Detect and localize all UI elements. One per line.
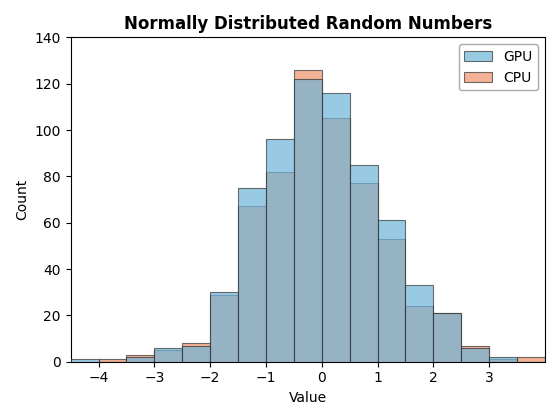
Bar <box>127 357 155 362</box>
Bar <box>322 93 349 362</box>
Bar <box>182 346 210 362</box>
Bar <box>155 350 182 362</box>
Bar <box>349 183 377 362</box>
Bar <box>210 294 238 362</box>
Bar <box>461 346 489 362</box>
Bar <box>405 306 433 362</box>
Bar <box>517 357 545 362</box>
Title: Normally Distributed Random Numbers: Normally Distributed Random Numbers <box>124 15 492 33</box>
Bar <box>405 285 433 362</box>
Bar <box>266 139 294 362</box>
Bar <box>99 360 127 362</box>
Bar <box>238 188 266 362</box>
Legend: GPU, CPU: GPU, CPU <box>459 44 538 90</box>
Bar <box>433 313 461 362</box>
Bar <box>489 360 517 362</box>
Bar <box>210 292 238 362</box>
Bar <box>294 79 322 362</box>
Bar <box>266 172 294 362</box>
Bar <box>238 207 266 362</box>
Bar <box>294 70 322 362</box>
Bar <box>155 348 182 362</box>
Bar <box>71 360 99 362</box>
Bar <box>433 313 461 362</box>
Bar <box>489 357 517 362</box>
X-axis label: Value: Value <box>289 391 327 405</box>
Bar <box>349 165 377 362</box>
Bar <box>182 343 210 362</box>
Bar <box>377 220 405 362</box>
Bar <box>377 239 405 362</box>
Bar <box>322 118 349 362</box>
Y-axis label: Count: Count <box>15 179 29 220</box>
Bar <box>127 355 155 362</box>
Bar <box>461 348 489 362</box>
